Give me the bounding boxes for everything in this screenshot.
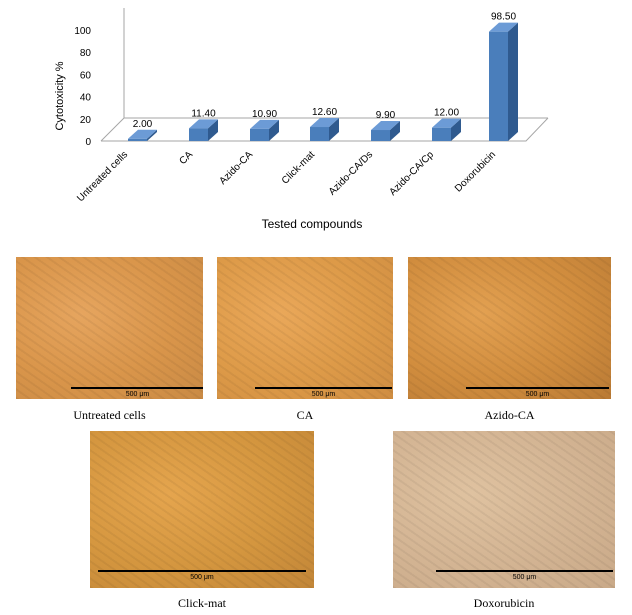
data-label: 9.90 [376,110,396,121]
x-tick-label: CA [178,149,196,167]
x-tick-label: Azido-CA [217,149,255,187]
scale-label: 500 μm [125,391,150,398]
y-tick-label: 100 [74,26,91,37]
y-tick-label: 20 [80,115,92,126]
micrograph-caption: Azido-CA [484,408,535,422]
scale-label: 500 μm [311,391,336,398]
scale-bar [98,570,306,572]
y-tick-label: 60 [80,70,92,81]
back-wall-left-line [100,8,125,142]
micrograph-doxorubicin: 500 μm [393,431,615,588]
x-tick-label: Untreated cells [75,149,130,204]
data-label: 10.90 [252,109,277,120]
x-tick-label: Click-mat [280,149,317,186]
micrograph-caption: Doxorubicin [473,596,535,610]
floor-front-line [101,117,549,142]
scale-bar [436,570,613,572]
micrograph-caption: CA [296,408,314,422]
data-label: 11.40 [191,108,216,119]
bar-doxorubicin [489,22,518,141]
cytotoxicity-bar-chart: Cytotoxicity % 0 20 40 60 80 100 2.00 11.40 10.… [54,8,549,231]
x-tick-label: Doxorubicin [453,149,498,194]
data-label: 12.00 [434,108,459,119]
micrograph-untreated-cells: 500 μm [16,257,203,399]
bar-click-mat [310,118,339,141]
scale-label: 500 μm [190,574,214,581]
bar-ca [189,119,218,141]
micrograph-caption: Click-mat [178,596,226,610]
scale-bar [255,387,392,389]
micrograph-azido-ca: 500 μm [408,257,611,399]
bar-azido-ca [250,119,279,141]
x-tick-label: Azido-CA/Ds [327,149,375,197]
y-tick-label: 0 [85,137,91,148]
x-tick-label: Azido-CA/Cp [387,149,436,198]
data-label: 98.50 [491,12,516,23]
bar-azido-ca-cp [432,118,461,141]
data-label: 12.60 [312,107,337,118]
micrograph-caption: Untreated cells [73,408,146,422]
scale-label: 500 μm [525,391,550,398]
y-tick-label: 80 [80,48,92,59]
micrograph-click-mat: 500 μm [90,431,314,588]
data-label: 2.00 [133,119,153,130]
scale-bar [71,387,203,389]
y-tick-label: 40 [80,93,92,104]
y-axis-label: Cytotoxicity % [54,61,66,130]
micrograph-ca: 500 μm [217,257,393,399]
x-axis-label: Tested compounds [262,217,363,231]
scale-bar [466,387,609,389]
bar-untreated-cells [128,129,157,141]
scale-label: 500 μm [512,574,537,581]
bar-azido-ca-ds [371,121,400,141]
